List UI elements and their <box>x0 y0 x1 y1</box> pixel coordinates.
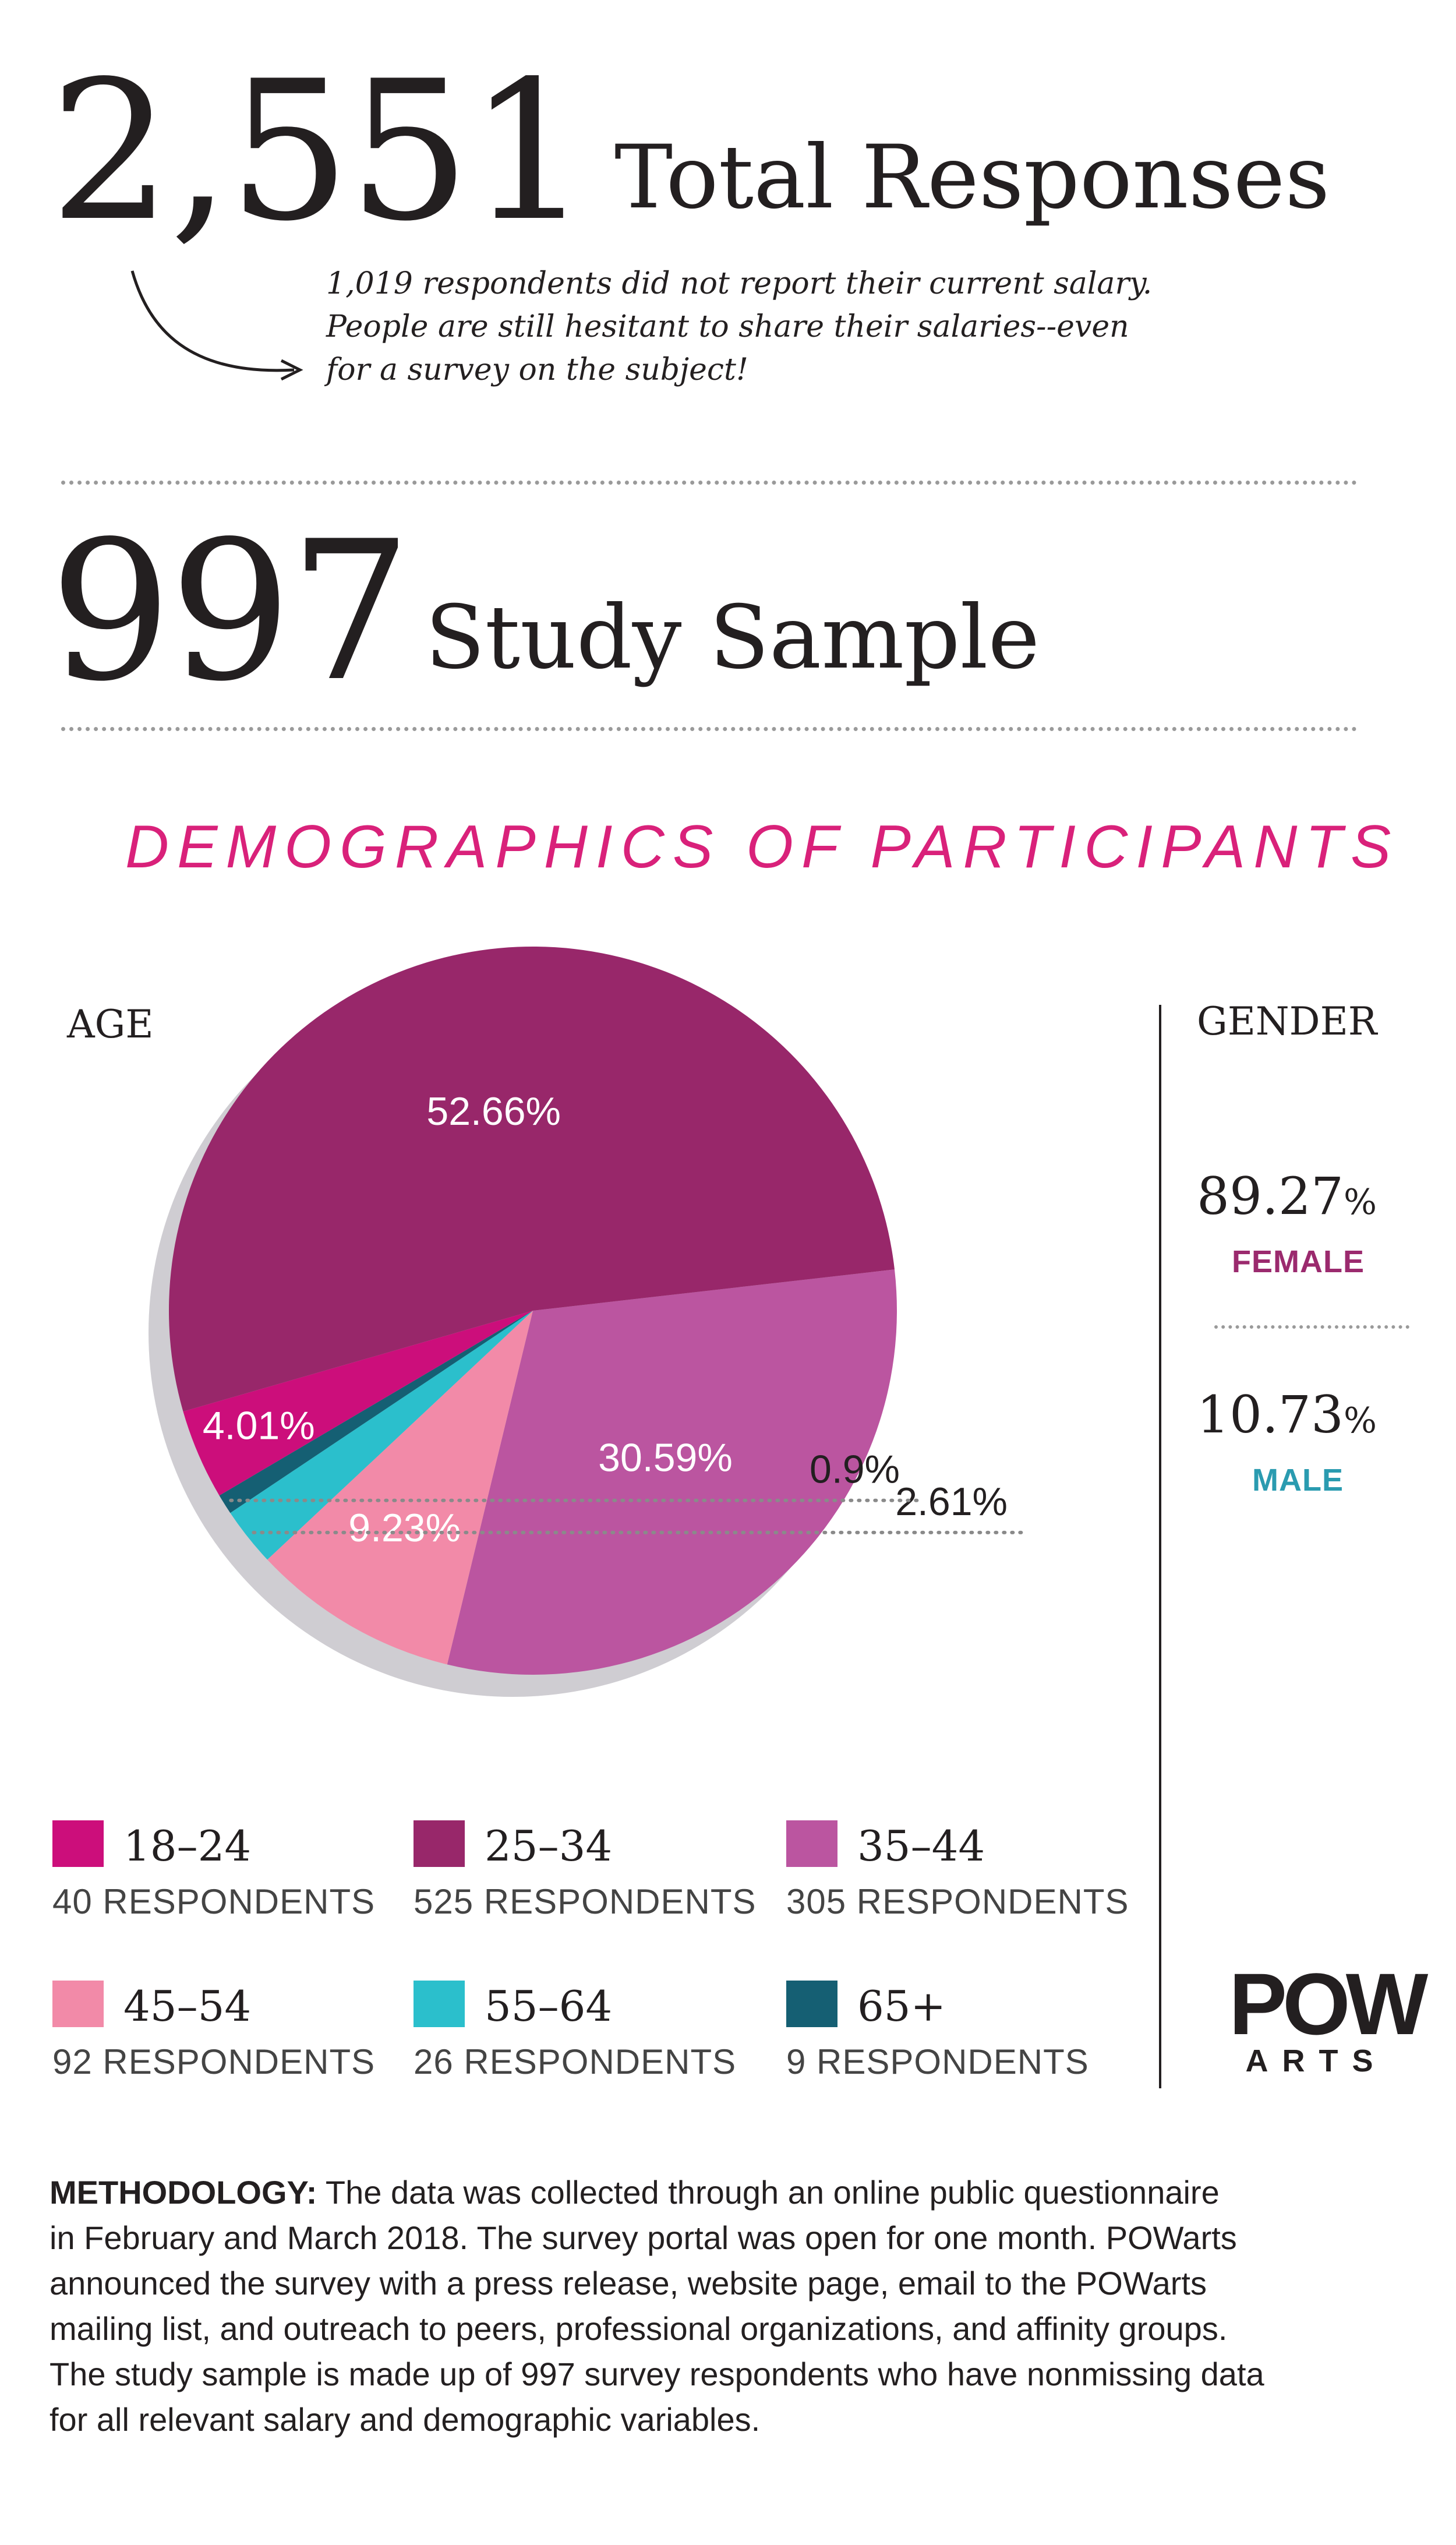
age-caption: AGE <box>67 1002 154 1047</box>
pie-label-18-24: 4.01% <box>203 1404 315 1448</box>
pie-slice-35-44 <box>447 1269 897 1675</box>
pie-label-55-64: 2.61% <box>895 1480 1008 1524</box>
methodology-line-text: The data was collected through an online… <box>317 2174 1220 2211</box>
percent-sign: % <box>1343 1400 1377 1441</box>
pie-label-45-54: 9.23% <box>348 1506 461 1550</box>
male-percent-value: 10.73 <box>1197 1385 1344 1445</box>
legend-swatch <box>414 1981 465 2027</box>
age-pie-chart: 4.01% 52.66% 30.59% 9.23% 2.61%0.9% <box>149 946 1027 1697</box>
legend-label: 55–64 <box>485 1982 613 2031</box>
total-responses-label: Total Responses <box>614 127 1330 228</box>
pie-slice-55-64 <box>230 1311 533 1560</box>
study-sample-number: 997 <box>50 500 412 723</box>
note-line: 1,019 respondents did not report their c… <box>326 266 1153 301</box>
curved-arrow-icon <box>130 270 303 381</box>
methodology-line: announced the survey with a press releas… <box>50 2265 1207 2302</box>
legend-respondents: 305 RESPONDENTS <box>786 1882 1129 1921</box>
legend-swatch <box>786 1820 837 1867</box>
gender-divider-line <box>1159 1005 1161 2088</box>
legend-swatch <box>52 1820 104 1867</box>
note-line: for a survey on the subject! <box>326 352 748 387</box>
divider <box>61 481 1357 485</box>
percent-sign: % <box>1343 1182 1377 1223</box>
pow-arts-logo: POW ARTS <box>1229 1955 1428 2078</box>
legend-respondents: 525 RESPONDENTS <box>414 1882 757 1921</box>
methodology-heading: METHODOLOGY: <box>50 2174 317 2211</box>
pie-slice-65+ <box>219 1311 533 1513</box>
female-percent: 89.27% <box>1197 1171 1377 1222</box>
methodology-line: mailing list, and outreach to peers, pro… <box>50 2310 1228 2347</box>
legend-label: 18–24 <box>123 1822 252 1870</box>
legend-label: 45–54 <box>123 1982 252 2031</box>
logo-subtext: ARTS <box>1245 2043 1387 2078</box>
male-percent: 10.73% <box>1197 1389 1377 1441</box>
methodology-text: METHODOLOGY: The data was collected thro… <box>50 2170 1406 2442</box>
pie-slice-18-24 <box>183 1311 533 1496</box>
divider <box>61 727 1357 731</box>
legend-respondents: 9 RESPONDENTS <box>786 2042 1089 2081</box>
total-responses-number: 2,551 <box>50 40 591 263</box>
legend-respondents: 92 RESPONDENTS <box>52 2042 376 2081</box>
pie-slice-25-34 <box>168 946 895 1412</box>
pie-label-25-34: 52.66% <box>426 1089 561 1134</box>
gender-caption: GENDER <box>1197 999 1377 1044</box>
legend-swatch <box>52 1981 104 2027</box>
pie-slice-45-54 <box>267 1311 533 1665</box>
legend-label: 65+ <box>857 1982 946 2031</box>
legend-label: 25–34 <box>485 1822 613 1870</box>
female-label: FEMALE <box>1232 1244 1365 1279</box>
legend-swatch <box>786 1981 837 2027</box>
female-percent-value: 89.27 <box>1197 1166 1344 1226</box>
note-line: People are still hesitant to share their… <box>326 309 1129 344</box>
gender-divider <box>1214 1325 1409 1329</box>
methodology-line: in February and March 2018. The survey p… <box>50 2219 1237 2256</box>
pie-label-35-44: 30.59% <box>598 1436 733 1480</box>
legend-label: 35–44 <box>857 1822 985 1870</box>
demographics-title: DEMOGRAPHICS OF PARTICIPANTS <box>125 813 1400 881</box>
methodology-line: METHODOLOGY: The data was collected thro… <box>50 2170 1406 2215</box>
logo-wordmark: POW <box>1229 1955 1428 2053</box>
study-sample-label: Study Sample <box>425 587 1040 689</box>
methodology-line: for all relevant salary and demographic … <box>50 2401 761 2438</box>
male-label: MALE <box>1252 1463 1344 1498</box>
legend-swatch <box>414 1820 465 1867</box>
unreported-salary-note: 1,019 respondents did not report their c… <box>326 262 1287 391</box>
legend-respondents: 40 RESPONDENTS <box>52 1882 376 1921</box>
pie-label-65+: 0.9% <box>810 1448 900 1492</box>
methodology-line: The study sample is made up of 997 surve… <box>50 2356 1264 2392</box>
legend-respondents: 26 RESPONDENTS <box>414 2042 737 2081</box>
